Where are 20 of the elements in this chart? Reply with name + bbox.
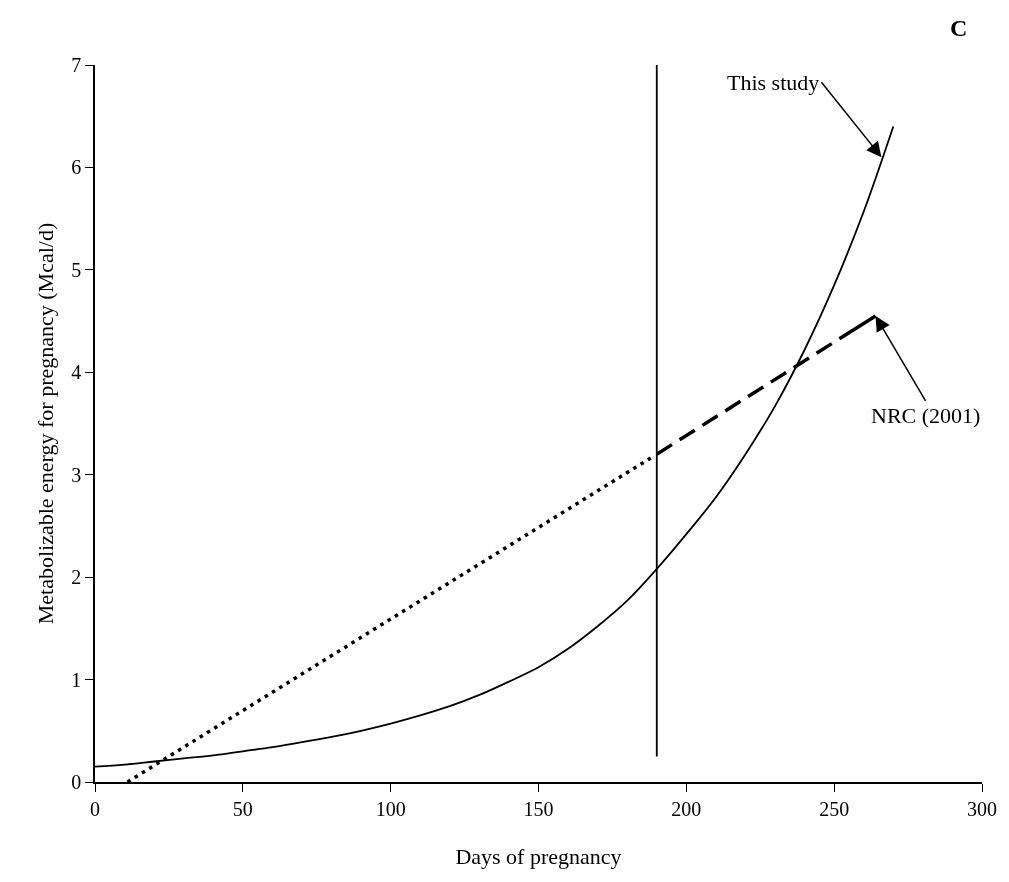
x-tick-label: 150 <box>523 797 554 820</box>
y-tick-label: 0 <box>71 771 82 793</box>
y-tick-label: 5 <box>71 258 82 281</box>
x-tick-label: 100 <box>375 797 406 820</box>
annotation: This study <box>727 70 820 95</box>
text: C <box>950 15 968 41</box>
x-axis-title: Days of pregnancy <box>455 844 622 870</box>
y-tick-label: 3 <box>71 463 82 486</box>
x-tick-label: 250 <box>819 797 850 820</box>
y-tick-label: 7 <box>71 54 82 76</box>
y-axis-title: Metabolizable energy for pregnancy (Mcal/d) <box>32 222 58 625</box>
y-tick-label: 6 <box>71 156 82 179</box>
x-tick-label: 0 <box>90 797 100 820</box>
y-tick-label: 2 <box>71 566 82 589</box>
x-tick-label: 300 <box>967 797 997 820</box>
y-tick-label: 1 <box>71 668 82 691</box>
x-tick-label: 50 <box>232 797 253 820</box>
x-tick-label: 200 <box>671 797 702 820</box>
annotation: NRC (2001) <box>871 403 981 428</box>
y-tick-label: 4 <box>71 361 82 384</box>
